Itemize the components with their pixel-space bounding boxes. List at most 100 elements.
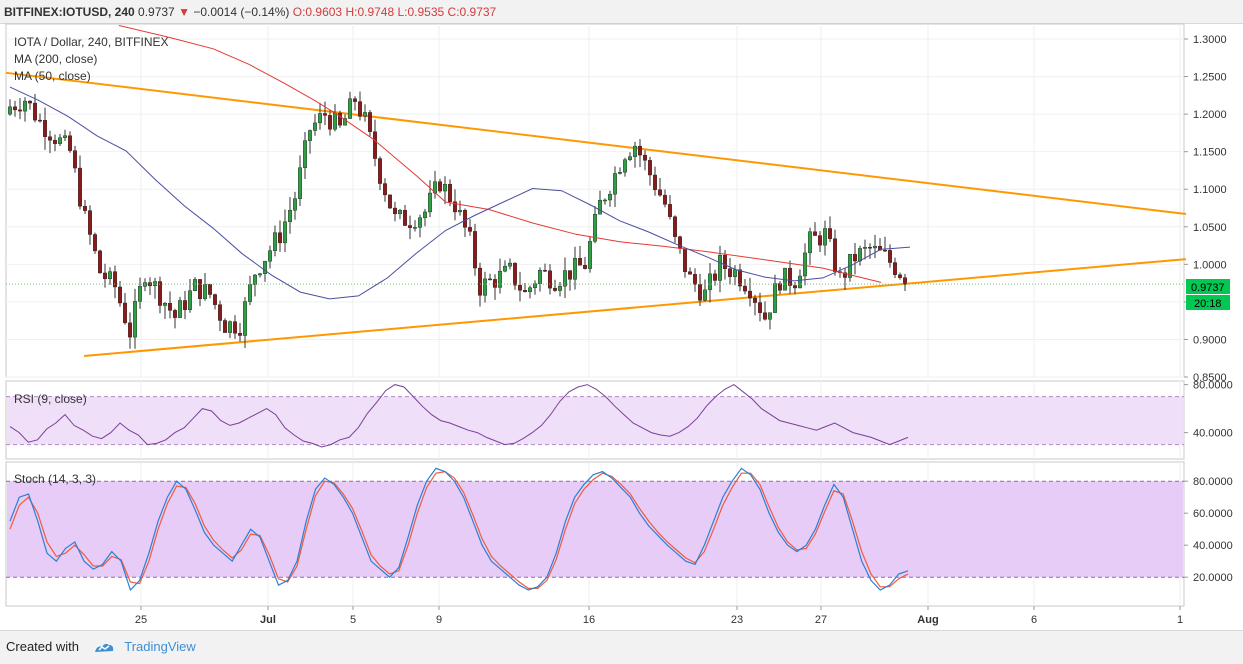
ma200-legend: MA (200, close) <box>14 52 97 66</box>
tradingview-logo-icon[interactable] <box>93 641 115 655</box>
candle-body <box>268 250 273 262</box>
candle-body <box>573 257 578 280</box>
candle-body <box>693 274 698 285</box>
candle-body <box>448 183 453 202</box>
candle-body <box>107 271 112 280</box>
candle-body <box>252 274 257 285</box>
candle-body <box>72 150 77 169</box>
candle-body <box>192 279 197 291</box>
x-tick-label: Aug <box>917 614 938 626</box>
candle-body <box>97 250 102 274</box>
candle-body <box>413 227 418 229</box>
stoch-y-tick-label: 60.0000 <box>1193 508 1233 520</box>
y-tick-label: 0.8500 <box>1193 372 1227 384</box>
candle-body <box>247 284 252 302</box>
candle-body <box>658 189 663 196</box>
candle-body <box>283 221 288 244</box>
candle-body <box>883 249 888 252</box>
ma50-legend: MA (50, close) <box>14 69 91 83</box>
stoch-k-line <box>9 467 909 592</box>
candle-body <box>798 275 803 289</box>
down-arrow-icon: ▼ <box>178 5 190 19</box>
candle-body <box>788 267 793 286</box>
y-tick-label: 1.1000 <box>1193 184 1227 196</box>
candle-body <box>212 294 217 305</box>
candle-body <box>273 232 278 251</box>
candle-body <box>313 122 318 131</box>
candle-body <box>132 301 137 338</box>
rsi-line <box>9 384 909 448</box>
rsi-legend: RSI (9, close) <box>14 392 87 406</box>
footer: Created with TradingView <box>0 630 1243 664</box>
candle-body <box>388 194 393 209</box>
candle-body <box>122 302 127 324</box>
stoch-y-tick-label: 20.0000 <box>1193 572 1233 584</box>
candle-body <box>53 139 58 144</box>
candle-body <box>593 213 598 242</box>
price-badge-text: 0.9737 <box>1191 282 1225 294</box>
candle-body <box>703 289 708 301</box>
candle-body <box>683 248 688 272</box>
candle-body <box>483 278 488 296</box>
candle-body <box>383 183 388 196</box>
candle-body <box>833 238 838 272</box>
candle-body <box>23 100 28 112</box>
candle-body <box>222 320 227 333</box>
candle-body <box>18 109 23 112</box>
candle-body <box>803 252 808 277</box>
candle-body <box>197 279 202 299</box>
tradingview-link[interactable]: TradingView <box>124 639 196 654</box>
candle-body <box>613 173 618 195</box>
candle-body <box>478 267 483 296</box>
candle-body <box>568 270 573 280</box>
candle-body <box>92 234 97 252</box>
candle-body <box>513 262 518 286</box>
candle-body <box>528 287 533 293</box>
candle-body <box>87 210 92 235</box>
candle-body <box>7 106 12 115</box>
candle-body <box>503 265 508 272</box>
candle-body <box>548 270 553 289</box>
candle-body <box>538 270 543 284</box>
candle-body <box>588 241 593 269</box>
candle-body <box>48 136 53 141</box>
candle-body <box>768 312 773 320</box>
candle-body <box>903 277 908 285</box>
candle-body <box>688 271 693 275</box>
candle-body <box>808 231 813 254</box>
stoch-y-tick-label: 40.0000 <box>1193 540 1233 552</box>
candle-body <box>523 290 528 293</box>
candle-body <box>873 245 878 249</box>
y-tick-label: 1.2000 <box>1193 109 1227 121</box>
y-tick-label: 1.0500 <box>1193 222 1227 234</box>
x-tick-label: 9 <box>436 614 442 626</box>
candle-body <box>378 158 383 184</box>
candle-body <box>438 181 443 192</box>
candle-body <box>258 273 263 276</box>
ohlc-values: O:0.9603 H:0.9748 L:0.9535 C:0.9737 <box>292 5 497 19</box>
candle-body <box>643 154 648 161</box>
candle-body <box>167 303 172 311</box>
candle-body <box>408 225 413 228</box>
candle-body <box>453 201 458 213</box>
candle-body <box>318 113 323 124</box>
x-tick-label: 25 <box>135 614 147 626</box>
candle-body <box>443 183 448 192</box>
candle-body <box>468 227 473 232</box>
y-tick-label: 1.1500 <box>1193 147 1227 159</box>
candle-body <box>423 211 428 218</box>
candle-body <box>368 112 373 132</box>
candle-body <box>398 210 403 215</box>
candle-body <box>563 270 568 287</box>
x-tick-label: 1 <box>1177 614 1183 626</box>
rsi-y-tick-label: 80.0000 <box>1193 380 1233 392</box>
candle-body <box>718 254 723 281</box>
candle-body <box>553 287 558 291</box>
candle-body <box>793 285 798 289</box>
candle-body <box>463 210 468 228</box>
candle-body <box>728 268 733 277</box>
candle-body <box>473 231 478 269</box>
candle-body <box>583 265 588 269</box>
stoch-y-tick-label: 80.0000 <box>1193 476 1233 488</box>
price-chart: 25 Jul 5 9 16 23 27 Aug 6 1 1.3000 1.2500 1.2000 1.15… <box>5 23 1233 626</box>
